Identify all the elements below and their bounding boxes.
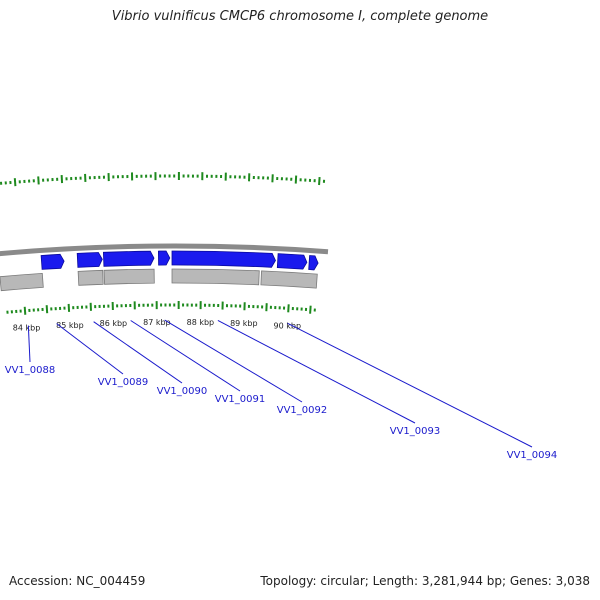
gene-label-leader	[164, 319, 303, 403]
gene-label: VV1_0091	[215, 394, 266, 405]
outer-tick-mark	[13, 178, 17, 187]
inner-tick-mark	[45, 305, 49, 314]
inner-tick-mark	[309, 305, 312, 314]
kbp-label: 89 kbp	[230, 319, 258, 328]
inner-tick-mark	[23, 306, 27, 315]
gene-label: VV1_0089	[98, 377, 149, 388]
kbp-label: 85 kbp	[56, 321, 84, 330]
outer-tick-mark	[318, 176, 321, 186]
map-title: Vibrio vulnificus CMCP6 chromosome I, co…	[111, 9, 489, 24]
kbp-label: 88 kbp	[187, 318, 215, 327]
kbp-label: 87 kbp	[143, 318, 171, 327]
kbp-label: 84 kbp	[13, 324, 41, 333]
forward-gene-arrow	[276, 253, 308, 270]
forward-gene-arrow	[40, 253, 65, 270]
backbone-arc	[0, 243, 329, 257]
forward-gene-arrow	[157, 250, 171, 266]
reverse-gene-arrow	[260, 270, 318, 289]
genome-summary: Topology: circular; Length: 3,281,944 bp…	[260, 574, 590, 588]
gene-label: VV1_0094	[507, 450, 558, 461]
gene-label-leader	[27, 325, 31, 363]
gene-label: VV1_0090	[157, 386, 208, 397]
gene-label-leader	[217, 320, 416, 424]
forward-gene-arrow	[102, 250, 155, 267]
accession-label: Accession: NC_004459	[9, 574, 146, 588]
gene-label-leader	[130, 320, 241, 392]
reverse-gene-arrow	[103, 268, 155, 285]
outer-tick-mark	[37, 176, 40, 185]
gene-label-leader	[93, 321, 183, 384]
gene-label: VV1_0093	[390, 426, 441, 437]
gene-label-leader	[287, 322, 533, 448]
kbp-label: 86 kbp	[100, 319, 128, 328]
gene-label-leader	[56, 323, 124, 375]
kbp-label: 90 kbp	[274, 321, 302, 330]
reverse-gene-arrow	[0, 272, 44, 292]
forward-gene-arrow	[308, 255, 319, 271]
reverse-gene-arrow	[77, 269, 104, 286]
forward-gene-arrow	[76, 252, 103, 268]
forward-gene-arrow	[171, 250, 276, 268]
gene-label: VV1_0092	[277, 405, 328, 416]
gene-label: VV1_0088	[5, 365, 56, 376]
reverse-gene-arrow	[171, 268, 260, 286]
